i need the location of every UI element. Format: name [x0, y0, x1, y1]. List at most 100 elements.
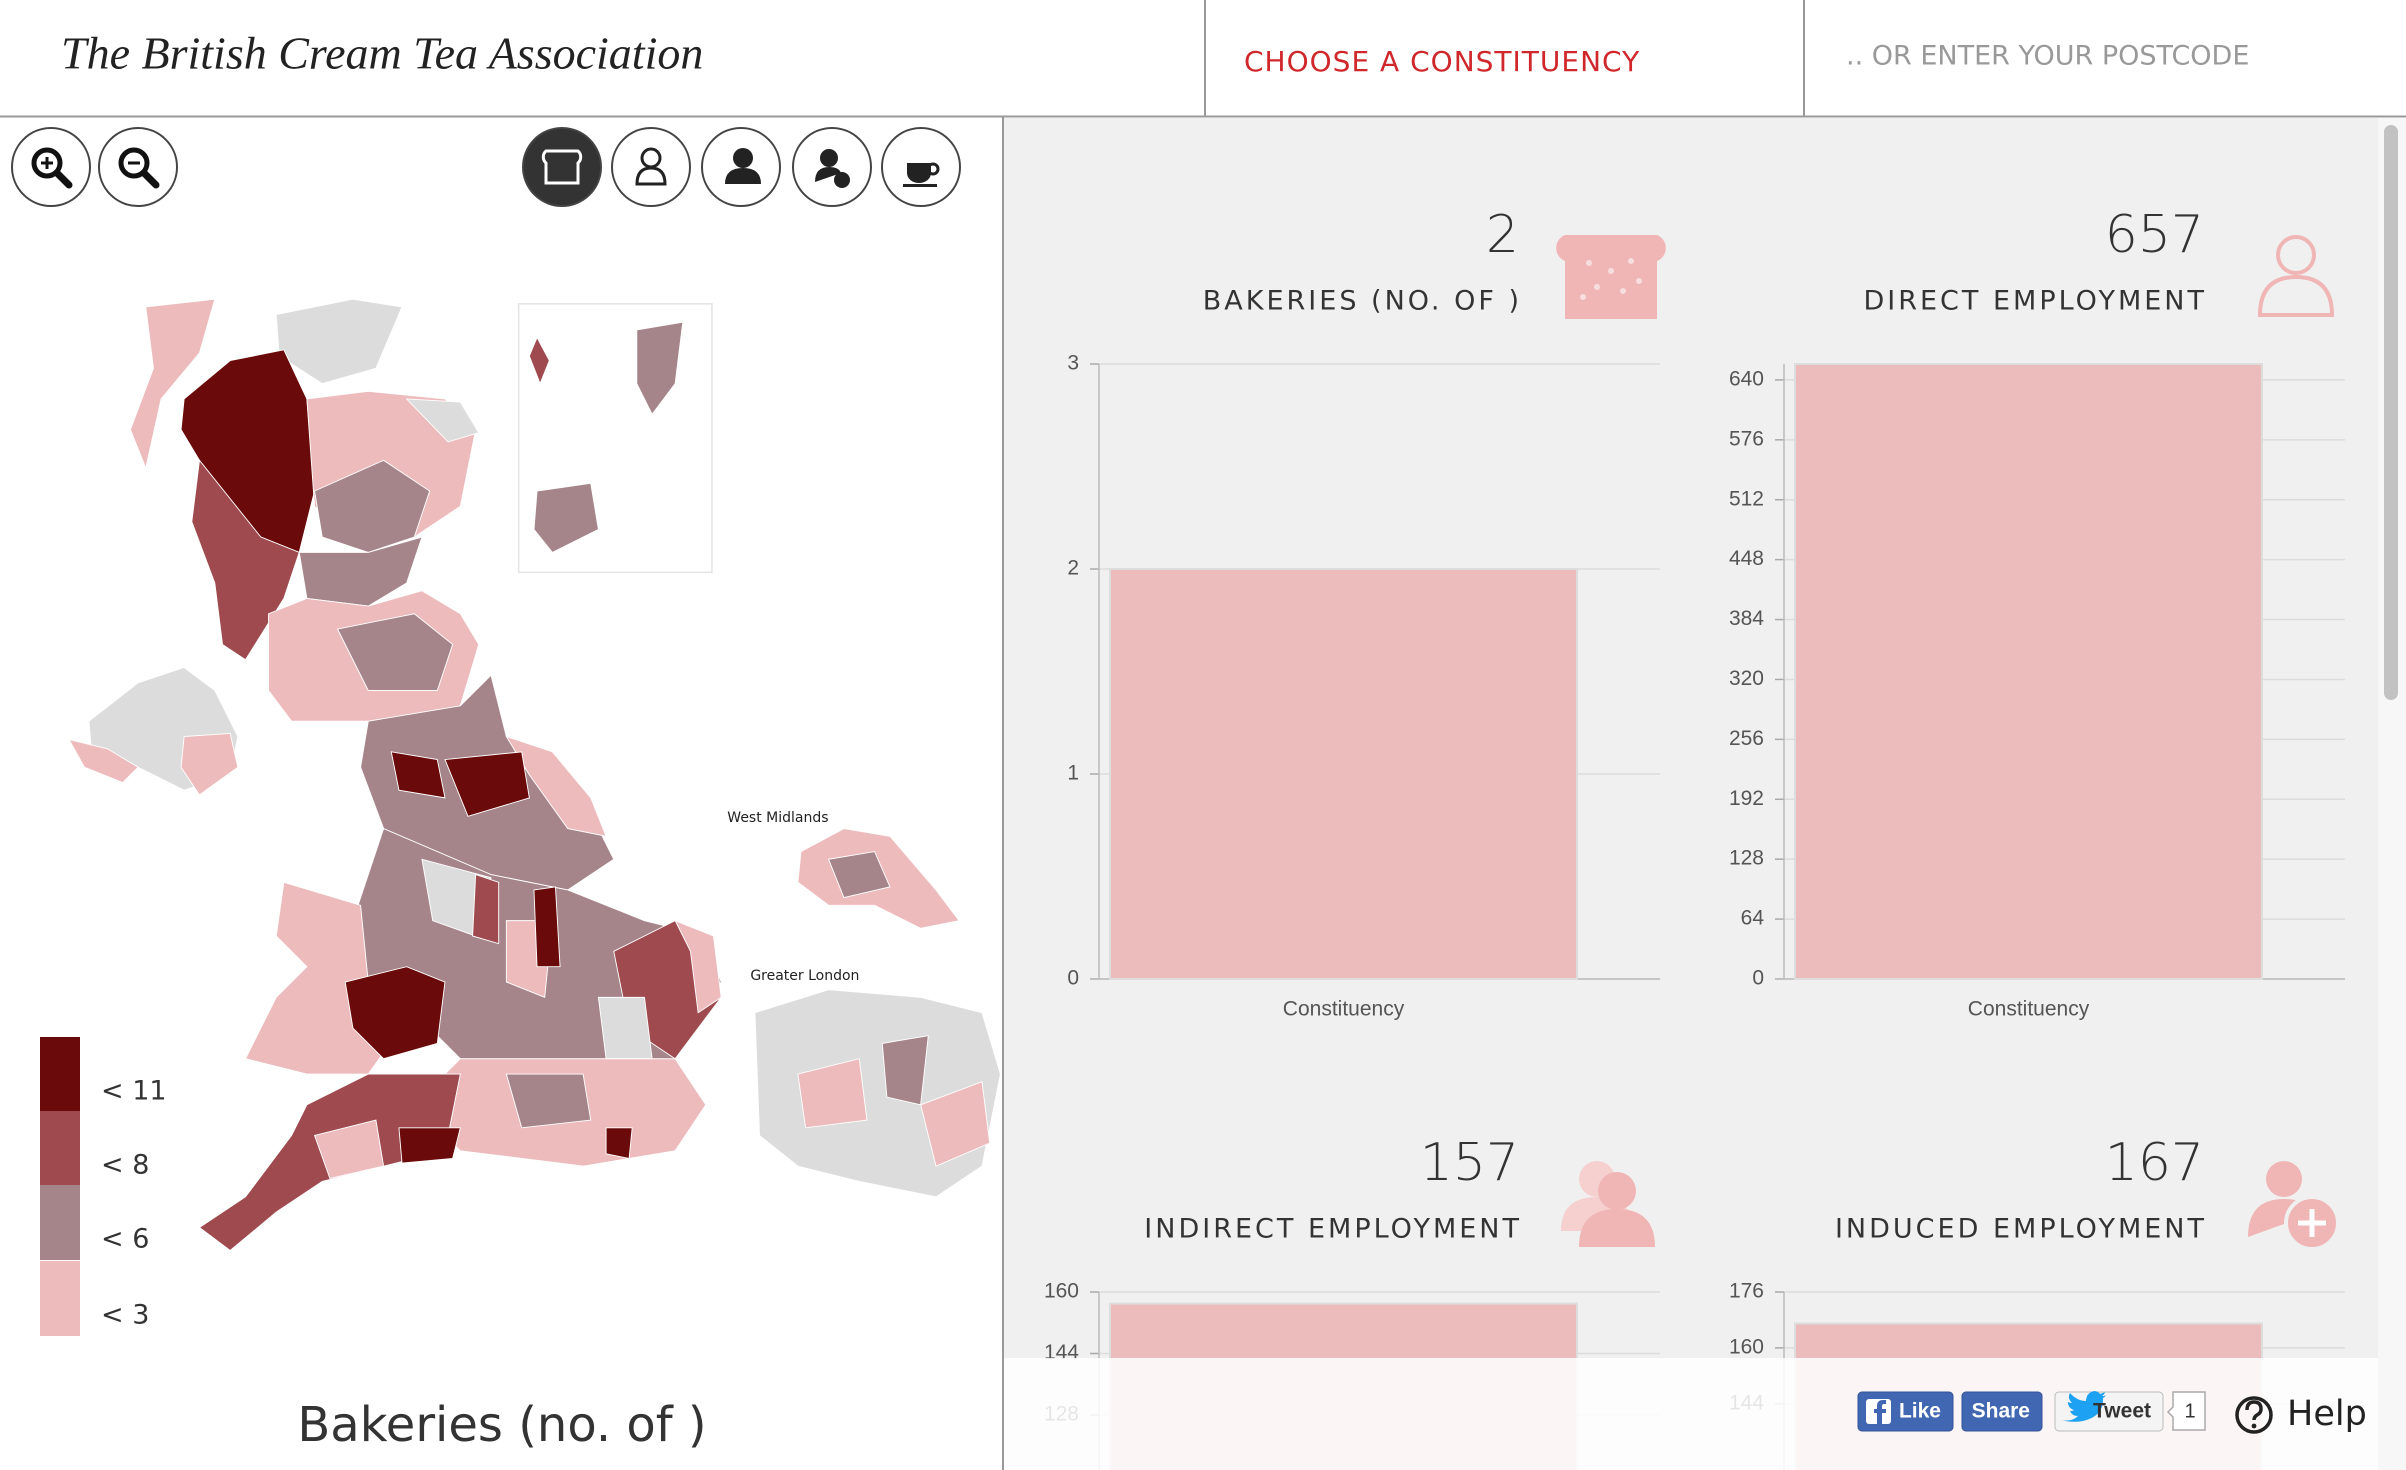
- y-tick-label: 320: [1729, 667, 1764, 690]
- chart-icon: [2298, 1209, 2326, 1237]
- help-icon: [2235, 1396, 2273, 1434]
- chart-title: DIRECT EMPLOYMENT: [1863, 286, 2207, 317]
- map-region[interactable]: [797, 1058, 868, 1129]
- y-tick-label: 2: [1067, 557, 1079, 580]
- map-region[interactable]: [68, 738, 139, 784]
- layer-button[interactable]: [881, 127, 961, 207]
- map-region[interactable]: [636, 321, 684, 416]
- legend-label: < 8: [101, 1150, 149, 1181]
- map-region[interactable]: [336, 613, 454, 691]
- legend-swatch: [40, 1185, 80, 1260]
- chart-icon: [1636, 278, 1642, 284]
- chart-icon: [1586, 260, 1592, 266]
- button-label: Like: [1899, 1400, 1941, 1423]
- map-shapes: [68, 298, 1001, 1252]
- tweet-count: 1: [2184, 1400, 2195, 1422]
- chart-icon: [1580, 294, 1586, 300]
- y-tick-label: 512: [1729, 487, 1764, 510]
- count-bubble: [2166, 1391, 2206, 1431]
- map-region[interactable]: [444, 751, 530, 817]
- button-label: Tweet: [2093, 1400, 2151, 1423]
- map-region[interactable]: [313, 1119, 385, 1179]
- site-title[interactable]: The British Cream Tea Association: [61, 28, 703, 79]
- map-region[interactable]: [405, 398, 480, 443]
- map-region[interactable]: [390, 751, 446, 799]
- x-tick-label: Constituency: [1968, 998, 2090, 1021]
- map-region[interactable]: [674, 919, 722, 1014]
- icon: [31, 147, 63, 179]
- icon: [541, 149, 583, 185]
- help-icon: [2245, 1400, 2263, 1421]
- map-region[interactable]: [528, 336, 550, 385]
- chart-icon: [1608, 268, 1614, 274]
- bar[interactable]: [1109, 568, 1578, 980]
- map-region[interactable]: [881, 1035, 929, 1106]
- y-tick-label: 1: [1067, 762, 1079, 785]
- map-region[interactable]: [605, 1127, 633, 1160]
- map-region[interactable]: [344, 966, 446, 1060]
- map-region[interactable]: [920, 1081, 991, 1167]
- map-region[interactable]: [597, 996, 653, 1060]
- legend-label: < 3: [101, 1300, 149, 1331]
- chart-icon: [2276, 235, 2316, 275]
- y-tick-label: 448: [1729, 547, 1764, 570]
- y-tick-label: 176: [1729, 1280, 1764, 1303]
- chart-title: BAKERIES (NO. OF ): [1203, 286, 1522, 317]
- help-button[interactable]: Help: [2235, 1394, 2367, 1434]
- map-region[interactable]: [505, 1073, 592, 1129]
- headline-value: 157: [1420, 1133, 1519, 1193]
- y-tick-label: 128: [1729, 847, 1764, 870]
- layer-button[interactable]: [792, 127, 872, 207]
- map-region[interactable]: [314, 459, 431, 553]
- share-button[interactable]: Share: [1961, 1391, 2043, 1432]
- like-button[interactable]: Like: [1857, 1391, 1954, 1432]
- chart-title: INDIRECT EMPLOYMENT: [1144, 1214, 1522, 1245]
- headline-value: 657: [2105, 205, 2204, 265]
- map-region[interactable]: [129, 298, 216, 470]
- chart-icon: [1620, 288, 1626, 294]
- legend: < 11 < 8 < 6 < 3: [40, 1037, 167, 1336]
- map-region[interactable]: [180, 732, 239, 796]
- icon: [635, 166, 667, 186]
- map-region[interactable]: [398, 1127, 461, 1164]
- zoom-in[interactable]: [11, 127, 91, 207]
- map-region[interactable]: [472, 873, 500, 945]
- chart-title: INDUCED EMPLOYMENT: [1835, 1214, 2207, 1245]
- scrollbar-thumb[interactable]: [2384, 125, 2398, 700]
- legend-label: < 6: [101, 1224, 149, 1255]
- icon: [118, 147, 150, 179]
- y-tick-label: 160: [1729, 1335, 1764, 1358]
- chart-icon: [1556, 235, 1666, 319]
- icon: [140, 169, 160, 189]
- layer-button[interactable]: [701, 127, 781, 207]
- map-region[interactable]: [533, 886, 561, 968]
- zoom-out[interactable]: [98, 127, 178, 207]
- legend-swatch: [40, 1111, 80, 1186]
- icon: [903, 184, 937, 187]
- bar[interactable]: [1794, 363, 2263, 980]
- y-tick-label: 64: [1741, 907, 1765, 930]
- layer-button[interactable]: [522, 127, 602, 207]
- footer: Like Share Tweet 1 Help: [1857, 1391, 2367, 1434]
- y-tick-label: 256: [1729, 727, 1764, 750]
- y-tick-label: 384: [1729, 607, 1764, 630]
- inset-frame: [517, 303, 713, 574]
- layer-button[interactable]: [611, 127, 691, 207]
- constituency-select[interactable]: CHOOSE A CONSTITUENCY: [1244, 45, 1640, 78]
- y-tick-label: 0: [1067, 967, 1079, 990]
- chart-icon: [2257, 274, 2335, 317]
- map-region[interactable]: [191, 459, 300, 661]
- button-circle: [98, 127, 178, 207]
- postcode-input[interactable]: .. OR ENTER YOUR POSTCODE: [1846, 41, 2249, 72]
- map-region[interactable]: [533, 482, 599, 553]
- map-region[interactable]: [505, 735, 607, 837]
- legend-swatch: [40, 1261, 80, 1336]
- icon: [907, 163, 931, 183]
- chart-icon: [1594, 284, 1600, 290]
- icon: [733, 148, 753, 168]
- x-tick-label: Constituency: [1283, 998, 1405, 1021]
- headline-value: 2: [1486, 205, 1519, 265]
- tweet-button[interactable]: Tweet: [2054, 1391, 2164, 1432]
- map-region[interactable]: [827, 851, 891, 899]
